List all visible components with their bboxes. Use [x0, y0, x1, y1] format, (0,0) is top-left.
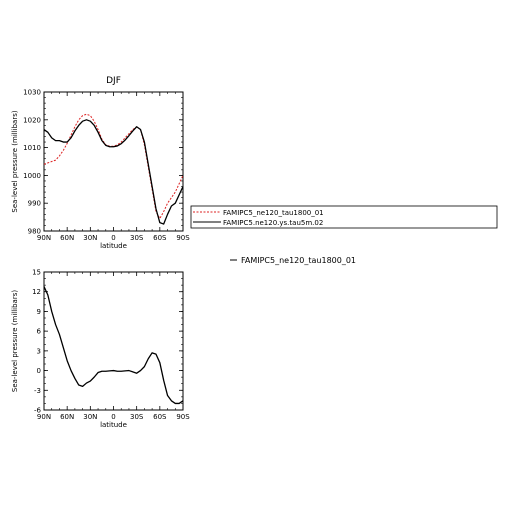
y-tick-label: 1020 — [23, 116, 41, 124]
y-tick-label: 1030 — [23, 89, 41, 97]
series-line-famipc5-ne120-tau1800-01 — [43, 113, 184, 219]
x-tick-label: 0 — [111, 234, 115, 242]
x-tick-label: 90N — [37, 413, 51, 421]
bottom-panel-ticks: 90N 60N 30N 0 30S 60S 90S -6 -3 0 3 6 9 12 15 — [32, 269, 190, 422]
legend-label-tau1800: FAMIPC5_ne120_tau1800_01 — [223, 209, 324, 217]
bottom-panel-legend: FAMIPC5_ne120_tau1800_01 — [230, 256, 356, 265]
bottom-panel-series — [43, 286, 184, 405]
x-tick-label: 30N — [83, 234, 97, 242]
x-tick-label: 30S — [130, 413, 144, 421]
y-tick-label: 1010 — [23, 144, 41, 152]
x-tick-label: 90N — [37, 234, 51, 242]
top-panel-title: DJF — [106, 76, 121, 86]
y-tick-label: 9 — [37, 308, 41, 316]
bottom-panel-y-axis-label: Sea-level pressure (millibars) — [11, 290, 19, 392]
y-tick-label: 980 — [28, 228, 41, 236]
x-tick-label: 30N — [83, 413, 97, 421]
y-tick-label: 0 — [37, 367, 41, 375]
series-line-famipc5-ne120-tau1800-01 — [43, 286, 184, 405]
x-tick-label: 30S — [130, 234, 144, 242]
top-panel-legend-box — [190, 205, 498, 229]
y-tick-label: 3 — [37, 347, 41, 355]
series-line-famipc5-ne120-ys-tau5m-02 — [43, 119, 184, 225]
y-tick-label: 12 — [32, 288, 41, 296]
x-tick-label: 60S — [153, 234, 167, 242]
top-panel-frame — [43, 91, 184, 232]
y-tick-label: -3 — [34, 387, 41, 395]
y-tick-label: 6 — [37, 328, 42, 336]
top-panel: DJF 90N 60N 30N 0 30S 60S 90S 980 990 1000 1010 102… — [11, 76, 190, 250]
top-panel-legend: FAMIPC5_ne120_tau1800_01 FAMIPC5.ne120.y… — [190, 205, 498, 229]
y-tick-label: 1000 — [23, 172, 41, 180]
x-tick-label: 90S — [176, 413, 190, 421]
legend-label-tau5m: FAMIPC5.ne120.ys.tau5m.02 — [223, 219, 323, 227]
y-tick-label: 15 — [32, 269, 41, 277]
top-panel-series — [43, 113, 184, 225]
legend2-label: FAMIPC5_ne120_tau1800_01 — [241, 256, 356, 265]
x-tick-label: 60N — [60, 234, 74, 242]
x-tick-label: 60S — [153, 413, 167, 421]
x-tick-label: 0 — [111, 413, 115, 421]
y-tick-label: -6 — [34, 407, 42, 415]
bottom-panel-x-axis-label: latitude — [100, 421, 127, 429]
x-tick-label: 60N — [60, 413, 74, 421]
bottom-panel: 90N 60N 30N 0 30S 60S 90S -6 -3 0 3 6 9 12 15 latitude… — [11, 269, 190, 430]
top-panel-ticks: 90N 60N 30N 0 30S 60S 90S 980 990 1000 1010 1020 103… — [23, 89, 190, 243]
top-panel-y-axis-label: Sea-level pressure (millibars) — [11, 110, 19, 212]
bottom-panel-frame — [43, 271, 184, 411]
x-tick-label: 90S — [176, 234, 190, 242]
top-panel-x-axis-label: latitude — [100, 242, 127, 250]
y-tick-label: 990 — [28, 200, 41, 208]
